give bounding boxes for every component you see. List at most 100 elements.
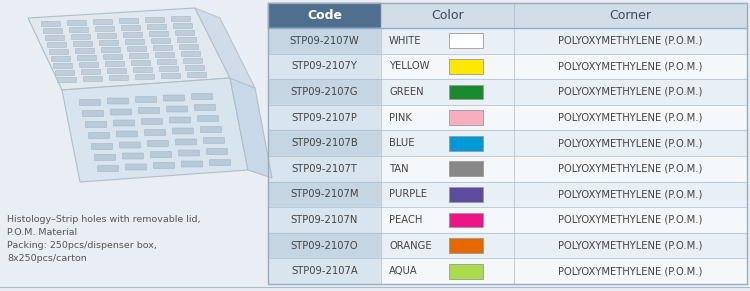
- Bar: [268, 79, 381, 105]
- FancyBboxPatch shape: [110, 109, 131, 115]
- FancyBboxPatch shape: [119, 19, 139, 24]
- Text: Corner: Corner: [610, 9, 652, 22]
- FancyBboxPatch shape: [50, 49, 68, 54]
- Text: POLYOXYMETHYLENE (P.O.M.): POLYOXYMETHYLENE (P.O.M.): [558, 215, 703, 225]
- FancyBboxPatch shape: [170, 117, 190, 123]
- Text: POLYOXYMETHYLENE (P.O.M.): POLYOXYMETHYLENE (P.O.M.): [558, 61, 703, 71]
- Bar: [381, 79, 747, 105]
- FancyBboxPatch shape: [173, 24, 193, 29]
- FancyBboxPatch shape: [176, 139, 196, 145]
- FancyBboxPatch shape: [152, 38, 170, 43]
- Text: STP09-2107O: STP09-2107O: [291, 241, 358, 251]
- Text: WHITE: WHITE: [389, 36, 422, 46]
- FancyBboxPatch shape: [178, 150, 200, 156]
- FancyBboxPatch shape: [166, 106, 188, 112]
- Bar: [381, 207, 747, 233]
- FancyBboxPatch shape: [125, 164, 146, 170]
- FancyBboxPatch shape: [449, 136, 483, 151]
- FancyBboxPatch shape: [107, 68, 127, 74]
- Text: Histology–Strip holes with removable lid,: Histology–Strip holes with removable lid…: [7, 215, 200, 224]
- FancyBboxPatch shape: [449, 33, 483, 48]
- FancyBboxPatch shape: [74, 42, 92, 47]
- Text: STP09-2107N: STP09-2107N: [291, 215, 358, 225]
- Text: P.O.M. Material: P.O.M. Material: [7, 228, 77, 237]
- Bar: [268, 54, 381, 79]
- FancyBboxPatch shape: [107, 98, 128, 104]
- Text: Color: Color: [431, 9, 464, 22]
- Text: STP09-2107Y: STP09-2107Y: [292, 61, 358, 71]
- Text: POLYOXYMETHYLENE (P.O.M.): POLYOXYMETHYLENE (P.O.M.): [558, 266, 703, 276]
- Text: STP09-2107P: STP09-2107P: [292, 113, 358, 123]
- FancyBboxPatch shape: [70, 28, 88, 33]
- Text: POLYOXYMETHYLENE (P.O.M.): POLYOXYMETHYLENE (P.O.M.): [558, 113, 703, 123]
- FancyBboxPatch shape: [95, 26, 115, 31]
- Text: Packing: 250pcs/dispenser box,: Packing: 250pcs/dispenser box,: [7, 241, 157, 250]
- FancyBboxPatch shape: [172, 17, 190, 22]
- Bar: [268, 3, 747, 284]
- FancyBboxPatch shape: [41, 22, 61, 26]
- Bar: [381, 105, 747, 130]
- FancyBboxPatch shape: [100, 40, 118, 45]
- Bar: [0, 0, 265, 291]
- FancyBboxPatch shape: [148, 141, 169, 146]
- FancyBboxPatch shape: [136, 97, 157, 102]
- FancyBboxPatch shape: [139, 107, 160, 113]
- Text: POLYOXYMETHYLENE (P.O.M.): POLYOXYMETHYLENE (P.O.M.): [558, 241, 703, 251]
- FancyBboxPatch shape: [184, 58, 203, 63]
- Bar: [381, 233, 747, 258]
- FancyBboxPatch shape: [128, 47, 146, 52]
- FancyBboxPatch shape: [110, 75, 128, 81]
- Polygon shape: [195, 8, 255, 88]
- Polygon shape: [62, 78, 248, 182]
- FancyBboxPatch shape: [94, 155, 116, 161]
- FancyBboxPatch shape: [155, 52, 175, 58]
- FancyBboxPatch shape: [122, 26, 140, 31]
- Bar: [268, 105, 381, 130]
- Text: GREEN: GREEN: [389, 87, 424, 97]
- Polygon shape: [28, 8, 230, 90]
- FancyBboxPatch shape: [130, 54, 149, 58]
- Bar: [268, 207, 381, 233]
- FancyBboxPatch shape: [182, 52, 200, 56]
- Text: YELLOW: YELLOW: [389, 61, 430, 71]
- FancyBboxPatch shape: [94, 19, 112, 24]
- FancyBboxPatch shape: [164, 95, 184, 101]
- Text: STP09-2107G: STP09-2107G: [291, 87, 358, 97]
- Text: POLYOXYMETHYLENE (P.O.M.): POLYOXYMETHYLENE (P.O.M.): [558, 36, 703, 46]
- FancyBboxPatch shape: [71, 35, 91, 40]
- FancyBboxPatch shape: [113, 120, 134, 126]
- FancyBboxPatch shape: [83, 77, 103, 81]
- FancyBboxPatch shape: [191, 93, 212, 100]
- FancyBboxPatch shape: [449, 264, 483, 278]
- FancyBboxPatch shape: [82, 111, 104, 116]
- FancyBboxPatch shape: [101, 47, 121, 52]
- FancyBboxPatch shape: [92, 143, 112, 150]
- Text: STP09-2107W: STP09-2107W: [290, 36, 359, 46]
- Text: BLUE: BLUE: [389, 138, 415, 148]
- FancyBboxPatch shape: [449, 187, 483, 202]
- FancyBboxPatch shape: [197, 116, 218, 122]
- FancyBboxPatch shape: [58, 77, 76, 83]
- Bar: [268, 156, 381, 182]
- Bar: [381, 156, 747, 182]
- FancyBboxPatch shape: [449, 213, 483, 228]
- FancyBboxPatch shape: [203, 138, 224, 143]
- FancyBboxPatch shape: [206, 148, 227, 155]
- Text: STP09-2107T: STP09-2107T: [292, 164, 358, 174]
- FancyBboxPatch shape: [142, 118, 163, 125]
- FancyBboxPatch shape: [148, 24, 166, 29]
- Bar: [381, 28, 747, 54]
- Text: POLYOXYMETHYLENE (P.O.M.): POLYOXYMETHYLENE (P.O.M.): [558, 87, 703, 97]
- FancyBboxPatch shape: [172, 128, 194, 134]
- FancyBboxPatch shape: [86, 122, 106, 127]
- Text: STP09-2107A: STP09-2107A: [291, 266, 358, 276]
- FancyBboxPatch shape: [68, 20, 86, 26]
- FancyBboxPatch shape: [145, 129, 166, 136]
- FancyBboxPatch shape: [149, 31, 169, 36]
- Bar: [381, 130, 747, 156]
- FancyBboxPatch shape: [179, 45, 199, 49]
- FancyBboxPatch shape: [161, 74, 181, 79]
- FancyBboxPatch shape: [449, 85, 483, 100]
- FancyBboxPatch shape: [131, 61, 151, 65]
- FancyBboxPatch shape: [134, 68, 152, 72]
